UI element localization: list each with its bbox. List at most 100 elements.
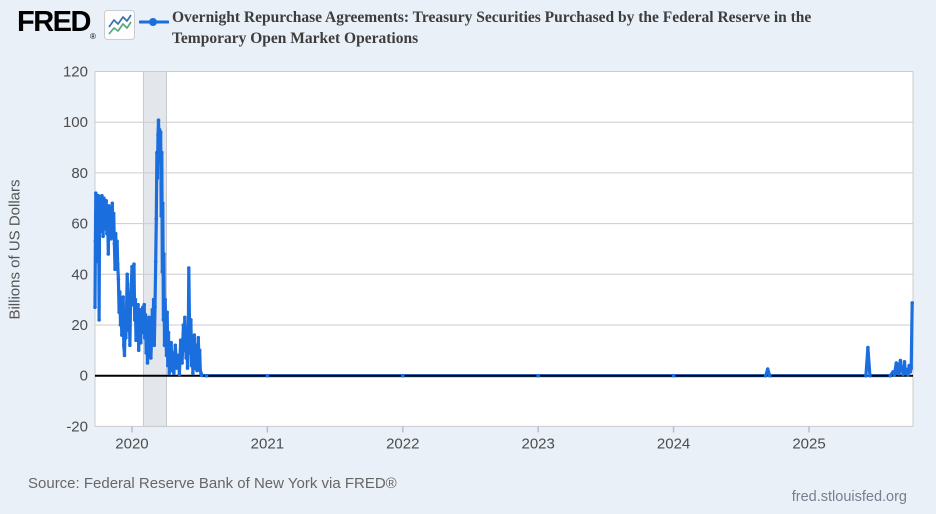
data-point-marker [105, 211, 110, 216]
data-point-marker [906, 372, 910, 377]
data-point-marker [112, 242, 117, 246]
data-point-marker [178, 338, 183, 343]
data-point-marker [197, 348, 202, 353]
data-point-marker [187, 266, 191, 270]
data-point-marker [103, 219, 108, 223]
data-point-marker [145, 361, 150, 365]
data-point-marker [164, 353, 169, 358]
data-point-marker [401, 373, 405, 378]
data-point-marker [165, 310, 169, 315]
data-point-marker [102, 196, 106, 200]
data-point-marker [197, 361, 201, 365]
data-point-marker [180, 361, 184, 365]
x-tick-label: 2023 [522, 435, 555, 452]
data-point-marker [163, 297, 167, 302]
data-point-marker [763, 373, 768, 378]
data-point-marker [94, 191, 98, 195]
y-tick-label: 40 [71, 266, 88, 283]
data-point-marker [185, 366, 190, 370]
fred-sparkline-icon [104, 10, 135, 40]
data-point-marker [96, 193, 100, 198]
data-point-marker [115, 262, 120, 267]
data-point-marker [183, 335, 188, 340]
data-point-marker [100, 193, 104, 198]
data-point-marker [166, 330, 171, 335]
data-point-marker [147, 346, 152, 350]
data-point-marker [149, 356, 153, 360]
data-point-marker [121, 295, 125, 299]
y-tick-label: 100 [63, 114, 88, 131]
data-point-marker [106, 252, 111, 256]
data-point-marker [118, 323, 123, 327]
fred-site-link[interactable]: fred.stlouisfed.org [791, 489, 907, 505]
data-point-marker [195, 368, 199, 373]
data-point-marker [174, 366, 179, 370]
data-point-marker [907, 363, 911, 368]
data-point-marker [193, 366, 197, 370]
data-point-marker [123, 318, 127, 322]
series-title-line1: Overnight Repurchase Agreements: Treasur… [172, 9, 812, 26]
data-point-marker [161, 201, 165, 206]
data-point-marker [134, 310, 139, 315]
data-point-marker [148, 325, 152, 330]
data-point-marker [98, 201, 102, 206]
data-point-marker [154, 216, 159, 221]
data-point-marker [131, 285, 136, 289]
data-point-marker [168, 358, 173, 363]
data-point-marker [120, 313, 125, 317]
data-point-marker [156, 133, 160, 137]
data-point-marker [122, 353, 127, 358]
data-point-marker [99, 229, 103, 233]
data-point-marker [173, 343, 178, 348]
data-point-marker [100, 204, 105, 208]
data-point-marker [182, 348, 186, 353]
data-point-marker [136, 348, 141, 353]
data-point-marker [904, 367, 909, 372]
data-point-marker [144, 351, 148, 355]
data-point-marker [134, 338, 138, 343]
data-point-marker [910, 301, 914, 305]
data-point-marker [107, 204, 111, 208]
y-tick-label: 80 [71, 165, 88, 182]
data-point-marker [111, 229, 115, 233]
x-tick-label: 2022 [386, 435, 419, 452]
data-point-marker [189, 318, 193, 322]
data-point-marker [190, 340, 194, 345]
data-point-marker [109, 237, 113, 241]
data-point-marker [199, 373, 204, 378]
data-point-marker [95, 206, 100, 211]
data-point-marker [157, 138, 161, 142]
data-point-marker [158, 158, 162, 162]
data-point-marker [129, 282, 134, 287]
data-point-marker [135, 328, 140, 332]
data-point-marker [193, 356, 198, 360]
data-point-marker [103, 206, 107, 211]
data-point-marker [868, 373, 872, 378]
data-point-marker [114, 252, 119, 256]
data-point-marker [156, 118, 161, 122]
data-point-marker [152, 343, 157, 348]
y-tick-label: 60 [71, 216, 88, 233]
data-point-marker [177, 372, 182, 377]
data-point-marker [181, 323, 186, 327]
data-point-marker [161, 318, 166, 322]
data-point-marker [151, 328, 155, 332]
data-point-marker [164, 325, 168, 330]
fred-logo[interactable]: FRED® [17, 6, 96, 41]
data-point-marker [186, 346, 190, 350]
data-point-marker [101, 234, 105, 239]
data-point-marker [133, 297, 138, 302]
data-point-marker [162, 343, 167, 348]
y-tick-label: 0 [80, 368, 88, 385]
data-point-marker [113, 231, 118, 236]
data-point-marker [172, 371, 176, 376]
series-title-link[interactable]: Overnight Repurchase Agreements: Treasur… [172, 7, 872, 49]
data-point-marker [191, 371, 195, 376]
data-point-marker [115, 239, 119, 244]
data-point-marker [136, 302, 140, 307]
data-point-marker [132, 318, 137, 322]
data-point-marker [143, 335, 147, 340]
data-point-marker [191, 353, 196, 358]
